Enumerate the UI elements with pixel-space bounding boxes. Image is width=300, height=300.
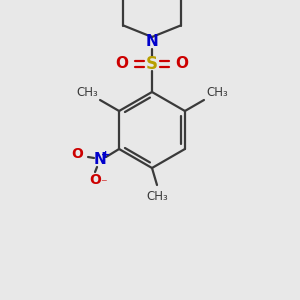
Text: O: O bbox=[89, 173, 101, 187]
Text: +: + bbox=[100, 150, 110, 160]
Text: N: N bbox=[146, 34, 158, 50]
Text: O: O bbox=[116, 56, 128, 71]
Text: CH₃: CH₃ bbox=[146, 190, 168, 203]
Text: N: N bbox=[94, 152, 106, 167]
Text: CH₃: CH₃ bbox=[76, 86, 98, 99]
Text: O: O bbox=[71, 147, 83, 161]
Text: ⁻: ⁻ bbox=[100, 178, 106, 190]
Text: S: S bbox=[146, 55, 158, 73]
Text: CH₃: CH₃ bbox=[206, 86, 228, 99]
Text: O: O bbox=[176, 56, 188, 71]
